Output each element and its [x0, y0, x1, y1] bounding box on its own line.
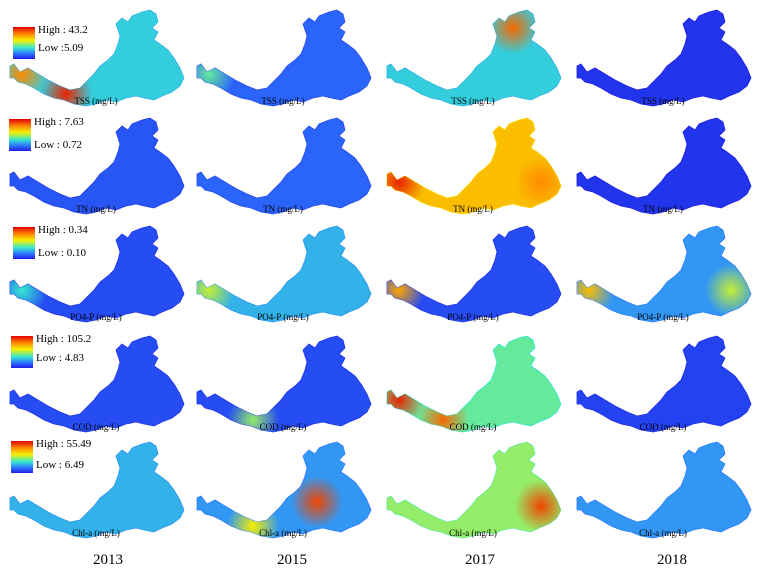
concentration-hotspot — [515, 480, 561, 532]
legend-low-label: Low : 0.72 — [34, 139, 82, 151]
reservoir-shape — [196, 9, 372, 107]
parameter-label: TSS (mg/L) — [451, 96, 494, 106]
reservoir-shape — [9, 9, 185, 107]
reservoir-shape — [576, 117, 752, 215]
legend-low-label: Low : 0.10 — [38, 247, 86, 259]
color-ramp — [8, 118, 32, 152]
concentration-hotspot — [387, 156, 425, 208]
map-panel: TN (mg/L) — [386, 117, 562, 215]
legend-high-label: High : 55.49 — [36, 438, 92, 450]
concentration-hotspot — [227, 500, 279, 538]
reservoir-shape — [9, 335, 185, 433]
parameter-label: Chl-a (mg/L) — [72, 528, 120, 538]
color-ramp — [10, 335, 34, 369]
legend-low-label: Low :5.09 — [38, 42, 84, 54]
parameter-label: TSS (mg/L) — [261, 96, 304, 106]
concentration-hotspot — [705, 264, 751, 316]
reservoir-shape — [196, 225, 372, 323]
map-panel: COD (mg/L) — [9, 335, 185, 433]
legend-low-label: Low : 6.49 — [36, 459, 84, 471]
color-ramp — [12, 26, 36, 60]
parameter-label: PO4-P (mg/L) — [257, 312, 308, 322]
parameter-label: TN (mg/L) — [643, 204, 683, 214]
concentration-hotspot — [291, 476, 343, 528]
color-ramp — [12, 226, 36, 260]
parameter-label: Chl-a (mg/L) — [639, 528, 687, 538]
parameter-label: PO4-P (mg/L) — [70, 312, 121, 322]
year-label-2017: 2017 — [465, 552, 495, 568]
concentration-hotspot — [487, 10, 539, 54]
legend-high-label: High : 43.2 — [38, 24, 88, 36]
map-panel: TN (mg/L) — [196, 117, 372, 215]
concentration-hotspot — [387, 264, 425, 316]
concentration-hotspot — [417, 394, 469, 432]
map-panel: TN (mg/L) — [9, 117, 185, 215]
map-panel: TN (mg/L) — [576, 117, 752, 215]
concentration-hotspot — [577, 264, 615, 316]
reservoir-shape — [196, 335, 372, 433]
reservoir-shape — [386, 9, 562, 107]
map-panel: TSS (mg/L) — [196, 9, 372, 107]
parameter-label: COD (mg/L) — [260, 422, 307, 432]
legend-high-label: High : 0.34 — [38, 224, 88, 236]
legend-low-label: Low : 4.83 — [36, 352, 84, 364]
map-panel: COD (mg/L) — [196, 335, 372, 433]
reservoir-shape — [386, 335, 562, 433]
parameter-label: COD (mg/L) — [640, 422, 687, 432]
map-panel: COD (mg/L) — [576, 335, 752, 433]
reservoir-shape — [9, 225, 185, 323]
map-panel: TSS (mg/L) — [576, 9, 752, 107]
reservoir-shape — [9, 117, 185, 215]
parameter-label: PO4-P (mg/L) — [447, 312, 498, 322]
reservoir-shape — [576, 9, 752, 107]
year-label-2018: 2018 — [657, 552, 687, 568]
reservoir-shape — [576, 441, 752, 539]
concentration-hotspot — [40, 68, 92, 106]
parameter-label: TSS (mg/L) — [74, 96, 117, 106]
map-panel: COD (mg/L) — [386, 335, 562, 433]
color-ramp — [10, 440, 34, 474]
map-panel: PO4-P (mg/L) — [386, 225, 562, 323]
year-label-2013: 2013 — [93, 552, 123, 568]
parameter-label: Chl-a (mg/L) — [259, 528, 307, 538]
parameter-label: TN (mg/L) — [263, 204, 303, 214]
concentration-hotspot — [387, 374, 425, 426]
map-panel: TSS (mg/L) — [386, 9, 562, 107]
map-panel: Chl-a (mg/L) — [196, 441, 372, 539]
map-panel: PO4-P (mg/L) — [196, 225, 372, 323]
parameter-label: Chl-a (mg/L) — [449, 528, 497, 538]
legend-high-label: High : 105.2 — [36, 333, 92, 345]
parameter-label: COD (mg/L) — [450, 422, 497, 432]
parameter-label: TN (mg/L) — [453, 204, 493, 214]
concentration-hotspot — [227, 394, 279, 432]
map-panel: Chl-a (mg/L) — [576, 441, 752, 539]
year-label-2015: 2015 — [277, 552, 307, 568]
parameter-label: TN (mg/L) — [76, 204, 116, 214]
map-panel: PO4-P (mg/L) — [576, 225, 752, 323]
reservoir-shape — [386, 225, 562, 323]
parameter-label: PO4-P (mg/L) — [637, 312, 688, 322]
concentration-hotspot — [197, 264, 235, 316]
concentration-hotspot — [197, 48, 235, 100]
parameter-label: COD (mg/L) — [73, 422, 120, 432]
reservoir-shape — [196, 441, 372, 539]
reservoir-shape — [9, 441, 185, 539]
reservoir-shape — [576, 335, 752, 433]
map-panel: Chl-a (mg/L) — [386, 441, 562, 539]
reservoir-shape — [196, 117, 372, 215]
concentration-hotspot — [515, 156, 561, 208]
legend-high-label: High : 7.63 — [34, 116, 84, 128]
map-panel: Chl-a (mg/L) — [9, 441, 185, 539]
parameter-label: TSS (mg/L) — [641, 96, 684, 106]
